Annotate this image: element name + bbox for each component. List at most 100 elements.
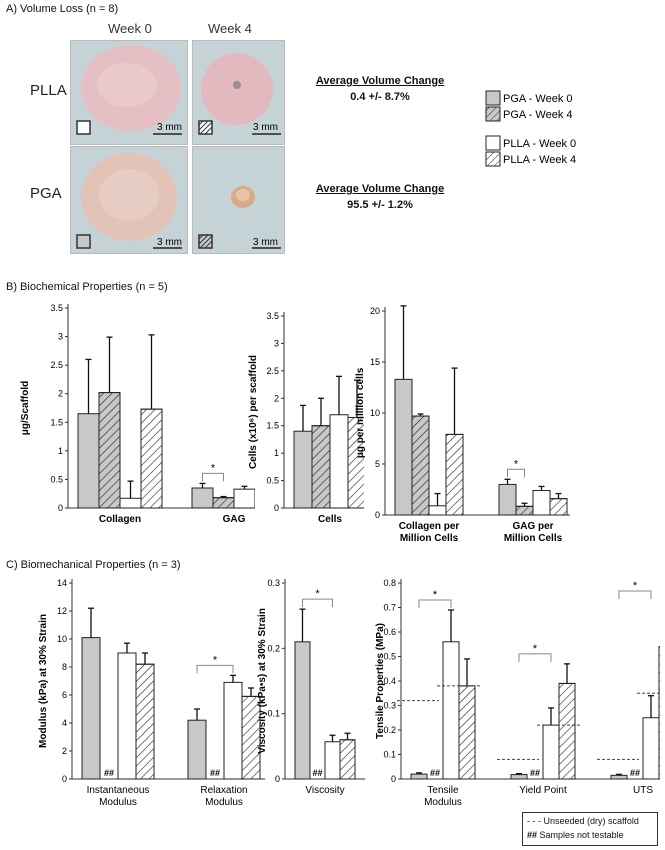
notes-box: - - - Unseeded (dry) scaffold ## Samples… bbox=[522, 812, 658, 846]
x-tick-label: Million Cells bbox=[504, 533, 563, 544]
row-label-plla: PLLA bbox=[30, 82, 67, 99]
bar bbox=[223, 681, 243, 780]
significance-star: * bbox=[315, 588, 320, 600]
x-tick-label: GAG per bbox=[512, 521, 553, 532]
y-axis-label: μg/Scaffold bbox=[20, 381, 31, 435]
bar bbox=[191, 487, 214, 509]
legend: PGA - Week 0 PGA - Week 4 PLLA - Week 0 … bbox=[485, 90, 576, 167]
y-tick-label: 1 bbox=[58, 446, 63, 456]
bar bbox=[187, 719, 207, 780]
y-tick-label: 0 bbox=[391, 774, 396, 784]
bar-hatch bbox=[140, 408, 163, 509]
y-tick-label: 0.1 bbox=[383, 750, 396, 760]
plla-avg-value: 0.4 +/- 8.7% bbox=[350, 91, 410, 103]
significance-bracket bbox=[202, 472, 224, 482]
y-tick-label: 10 bbox=[57, 634, 67, 644]
chart-viscosity: 0 0.1 0.2 0.3 Viscosity (kPa•s) at 30% Strai… bbox=[257, 578, 365, 796]
not-testable-mark: ## bbox=[312, 768, 322, 778]
panel-a-title: A) Volume Loss (n = 8) bbox=[6, 3, 119, 15]
significance-bracket bbox=[518, 653, 552, 662]
bar bbox=[329, 414, 349, 509]
y-tick-label: 0.7 bbox=[383, 603, 396, 613]
bar bbox=[117, 652, 137, 780]
scale-bar-label: 3 mm bbox=[253, 237, 278, 248]
y-tick-label: 0 bbox=[375, 510, 380, 520]
y-tick-label: 20 bbox=[370, 306, 380, 316]
significance-star: * bbox=[433, 589, 438, 601]
significance-bracket bbox=[418, 599, 452, 608]
note-not-testable: Samples not testable bbox=[539, 830, 624, 840]
x-tick-label: Modulus bbox=[424, 797, 462, 808]
y-tick-label: 2 bbox=[58, 389, 63, 399]
y-tick-label: 3.5 bbox=[50, 303, 63, 313]
x-tick-label: Tensile bbox=[427, 785, 459, 796]
y-tick-label: 1.5 bbox=[50, 417, 63, 427]
x-tick-label: GAG bbox=[223, 514, 246, 525]
bar bbox=[532, 490, 551, 516]
x-tick-label: Collagen per bbox=[399, 521, 460, 532]
bar-hatch bbox=[98, 392, 121, 509]
y-tick-label: 12 bbox=[57, 606, 67, 616]
row-label-pga: PGA bbox=[30, 185, 62, 202]
legend-label: PGA - Week 4 bbox=[503, 109, 573, 121]
bar bbox=[81, 637, 101, 780]
y-tick-label: 1 bbox=[274, 448, 279, 458]
y-axis-label: Modulus (kPa) at 30% Strain bbox=[38, 614, 49, 748]
chart-cells: 0 0.5 1 1.5 2 2.5 3 3.5 Cells (x10⁶) per scaffol… bbox=[248, 311, 364, 525]
dashed-line-symbol: - - - bbox=[527, 816, 541, 826]
y-axis-label: μg per million cells bbox=[355, 367, 366, 458]
bar bbox=[498, 483, 517, 516]
y-tick-label: 0 bbox=[274, 503, 279, 513]
x-tick-label: Million Cells bbox=[400, 533, 459, 544]
y-tick-label: 0.2 bbox=[383, 725, 396, 735]
bar-hatch bbox=[549, 498, 568, 516]
y-tick-label: 1.5 bbox=[266, 421, 279, 431]
y-tick-label: 0.5 bbox=[50, 474, 63, 484]
y-tick-label: 0.5 bbox=[383, 652, 396, 662]
bar-hatch bbox=[445, 433, 464, 516]
x-tick-label: Cells bbox=[318, 514, 342, 525]
bar-hatch bbox=[411, 415, 430, 516]
col-header-week0: Week 0 bbox=[108, 21, 152, 36]
legend-swatch-plla-week0 bbox=[485, 135, 501, 151]
y-axis-label: Viscosity (kPa•s) at 30% Strain bbox=[257, 608, 268, 754]
x-tick-label: Viscosity bbox=[305, 785, 344, 796]
bar-hatch bbox=[241, 695, 261, 780]
bar bbox=[542, 724, 560, 780]
legend-label: PLLA - Week 4 bbox=[503, 154, 576, 166]
bar bbox=[77, 413, 100, 509]
chart-tensile: 0 0.1 0.2 0.3 0.4 0.5 0.6 0.7 0.8 Tensile Propert… bbox=[375, 578, 660, 808]
x-tick-label: Modulus bbox=[99, 797, 137, 808]
significance-bracket bbox=[507, 468, 525, 478]
y-axis-label: Tensile Properties (MPa) bbox=[375, 623, 386, 739]
significance-bracket bbox=[618, 590, 652, 599]
y-tick-label: 15 bbox=[370, 357, 380, 367]
x-tick-label: UTS bbox=[633, 785, 653, 796]
y-tick-label: 0.4 bbox=[383, 676, 396, 686]
bar bbox=[642, 717, 660, 780]
y-tick-label: 3 bbox=[58, 332, 63, 342]
y-tick-label: 0.3 bbox=[383, 701, 396, 711]
bar bbox=[510, 774, 528, 780]
not-testable-mark: ## bbox=[430, 768, 440, 778]
bar bbox=[324, 741, 341, 780]
significance-star: * bbox=[211, 462, 216, 474]
panel-c-title: C) Biomechanical Properties (n = 3) bbox=[6, 559, 181, 571]
legend-label: PLLA - Week 0 bbox=[503, 138, 576, 150]
significance-star: * bbox=[533, 643, 538, 655]
y-tick-label: 0.3 bbox=[267, 578, 280, 588]
x-tick-label: Collagen bbox=[99, 514, 141, 525]
bar-hatch bbox=[311, 425, 331, 509]
legend-label: PGA - Week 0 bbox=[503, 93, 573, 105]
y-tick-label: 2 bbox=[62, 746, 67, 756]
bar bbox=[410, 773, 428, 780]
legend-swatch-plla-week4 bbox=[485, 151, 501, 167]
scale-bar-label: 3 mm bbox=[157, 122, 182, 133]
y-tick-label: 2.5 bbox=[266, 366, 279, 376]
hash-symbol: ## bbox=[527, 830, 538, 840]
y-tick-label: 2 bbox=[274, 393, 279, 403]
significance-star: * bbox=[514, 458, 519, 470]
y-tick-label: 3.5 bbox=[266, 311, 279, 321]
x-tick-label: Modulus bbox=[205, 797, 243, 808]
bar-hatch bbox=[212, 497, 235, 509]
